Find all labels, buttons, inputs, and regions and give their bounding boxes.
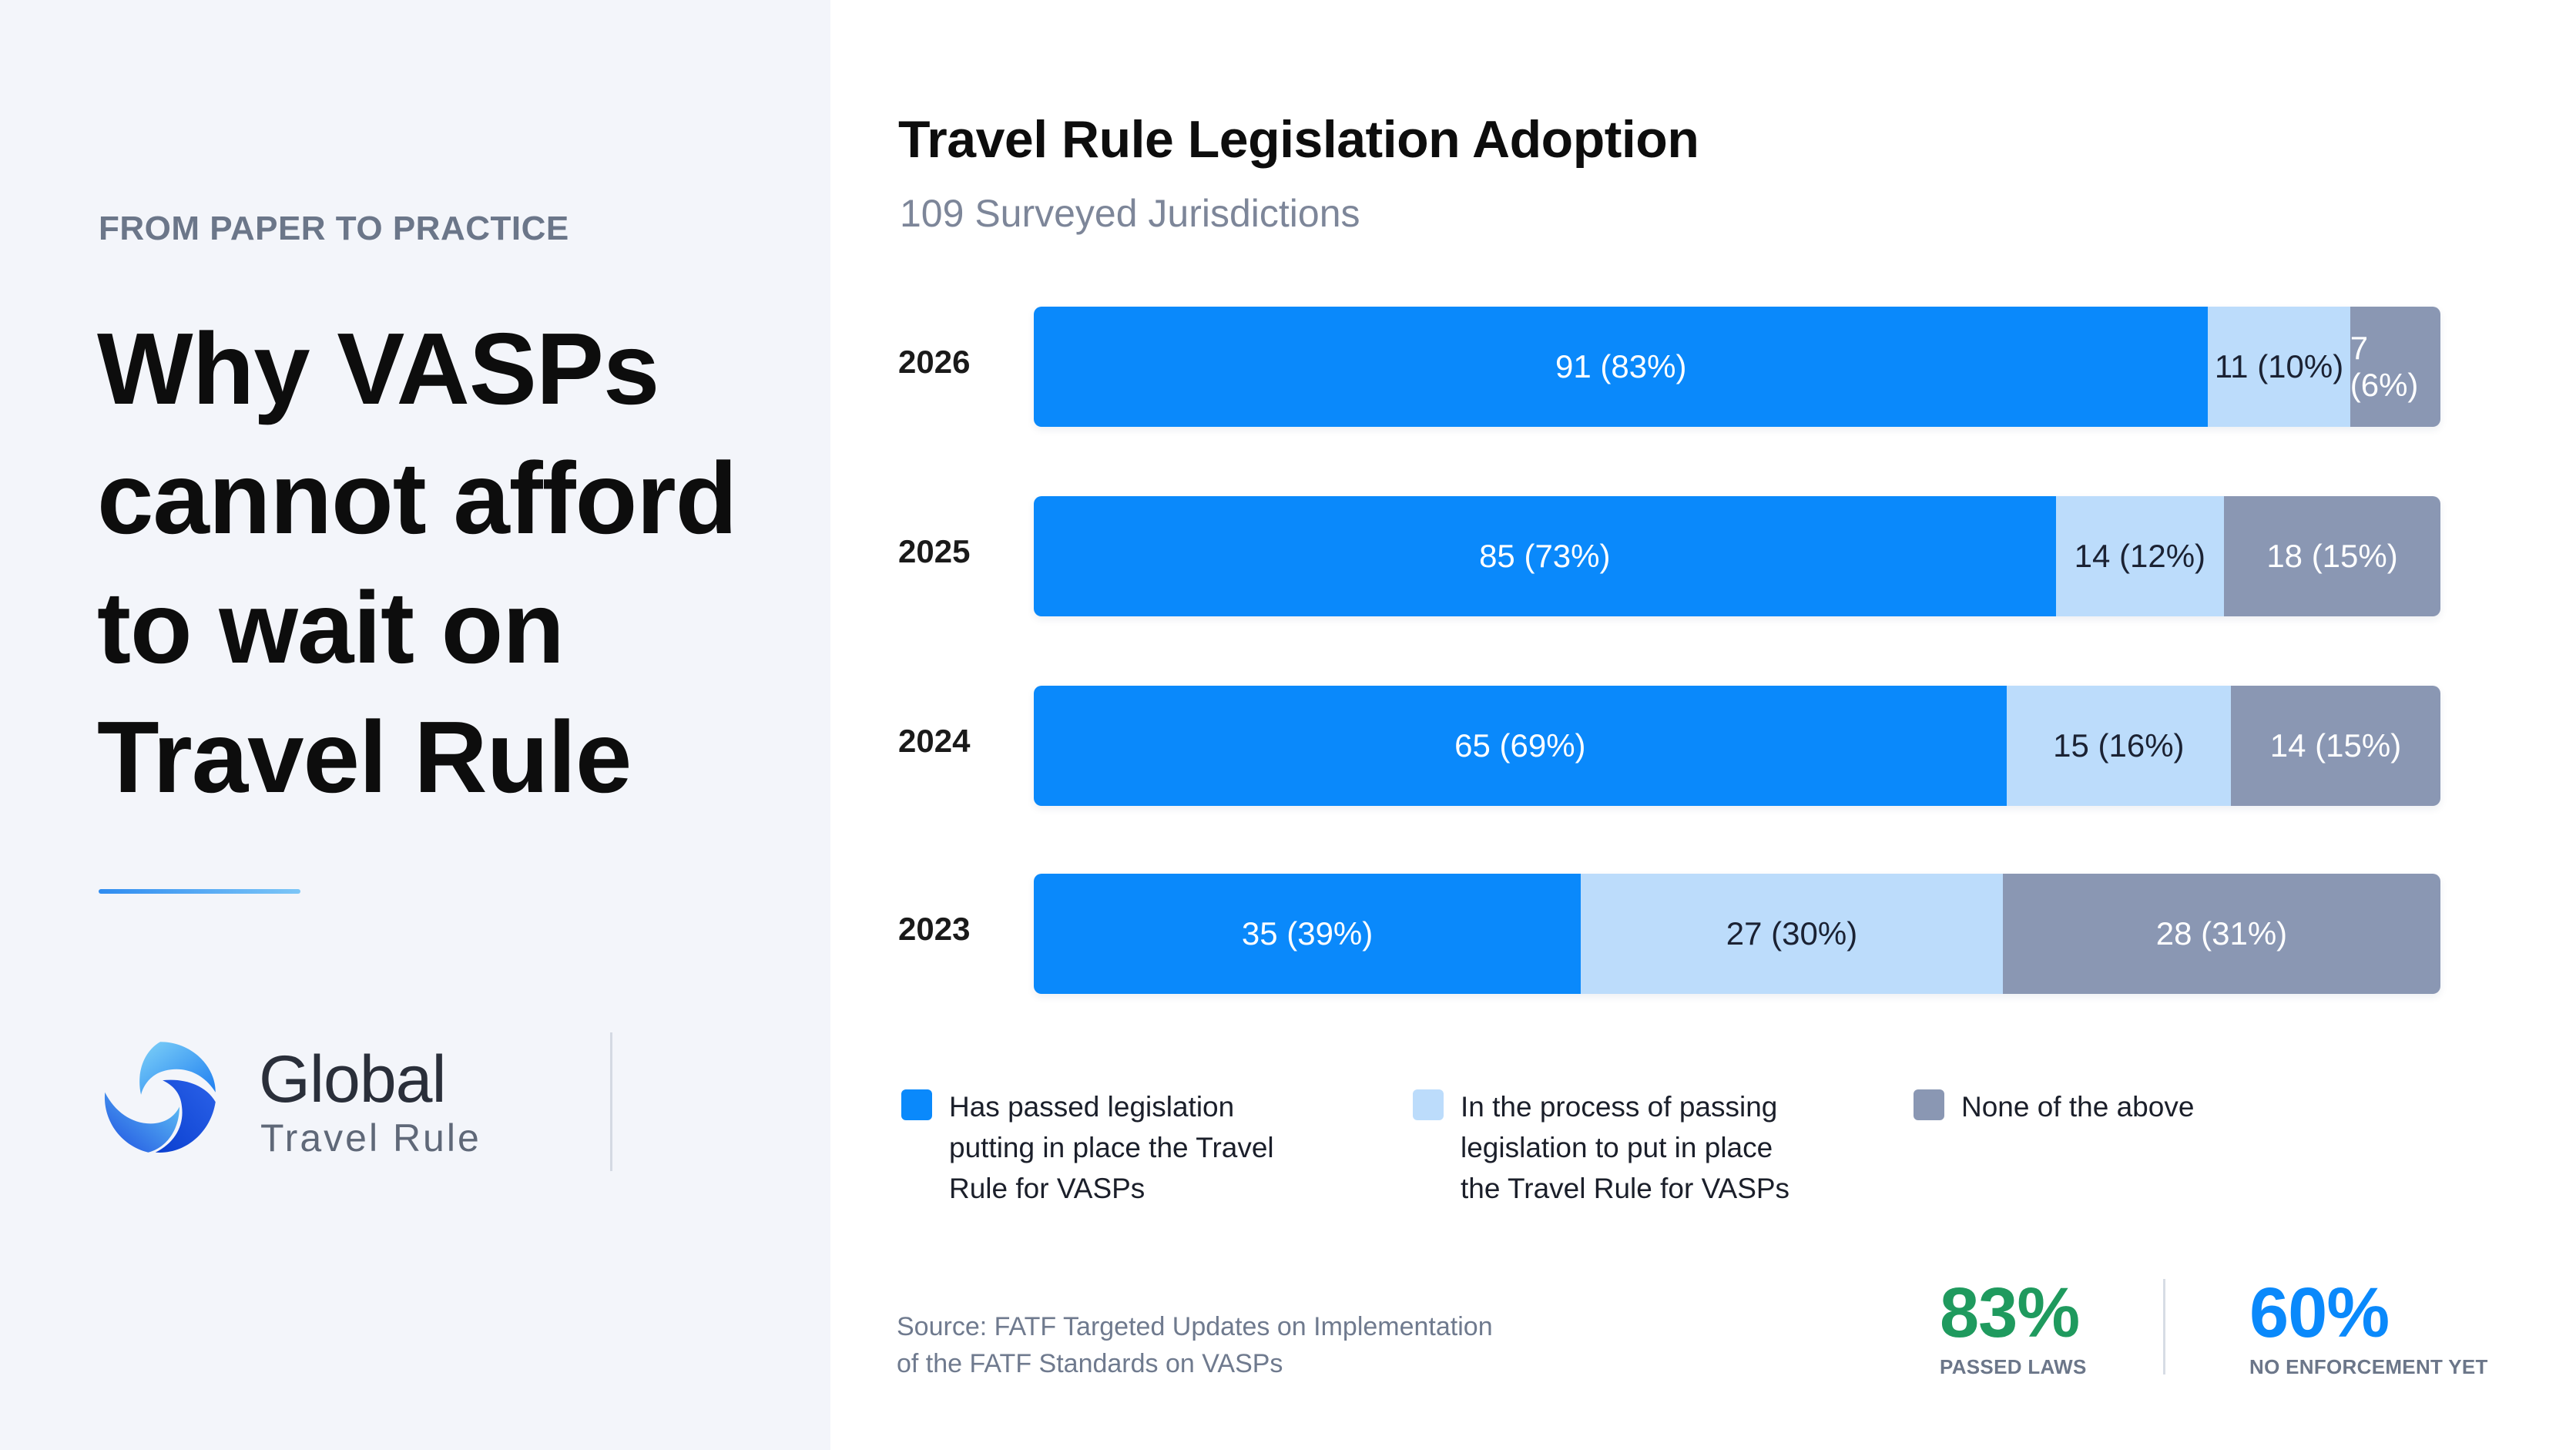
legend-swatch [901, 1089, 932, 1120]
stat-value: 60% [2249, 1274, 2390, 1352]
stat-label: PASSED LAWS [1940, 1355, 2087, 1378]
legend-label-line: None of the above [1961, 1091, 2195, 1123]
accent-divider [99, 889, 300, 894]
bar-segment-in-process: 27 (30%) [1581, 874, 2003, 994]
bar-segment-none: 14 (15%) [2231, 686, 2440, 806]
legend-entry-passed: Has passed legislation putting in place … [901, 1086, 1274, 1209]
stacked-bar-2026: 91 (83%) 11 (10%) 7 (6%) [1034, 307, 2440, 427]
chart-title: Travel Rule Legislation Adoption [898, 110, 1699, 169]
headline-line: Travel Rule [97, 700, 632, 814]
bar-segment-in-process: 15 (16%) [2006, 686, 2232, 806]
legend-entry-in-process: In the process of passing legislation to… [1413, 1086, 1789, 1209]
legend-label: None of the above [1961, 1086, 2194, 1127]
stacked-bar-2024: 65 (69%) 15 (16%) 14 (15%) [1034, 686, 2440, 806]
legend-label-line: legislation to put in place [1461, 1132, 1773, 1163]
headline-line: to wait on [97, 571, 565, 684]
year-label: 2024 [898, 723, 971, 759]
intro-panel: FROM PAPER TO PRACTICE Why VASPs cannot … [0, 0, 830, 1450]
eyebrow-text: FROM PAPER TO PRACTICE [99, 210, 569, 247]
headline-line: Why VASPs [97, 312, 659, 425]
logo-name: Global [259, 1042, 447, 1116]
bar-segment-in-process: 11 (10%) [2208, 307, 2350, 427]
legend-label-line: In the process of passing [1461, 1091, 1778, 1123]
stat-value: 83% [1940, 1274, 2080, 1352]
brand-logo: Global Travel Rule [100, 1037, 639, 1176]
stat-no-enforcement: 60% NO ENFORCEMENT YET [2249, 1273, 2488, 1379]
legend-label: In the process of passing legislation to… [1461, 1086, 1789, 1209]
bar-segment-passed: 35 (39%) [1034, 874, 1581, 994]
legend-label-line: the Travel Rule for VASPs [1461, 1173, 1790, 1204]
legend-swatch [1413, 1089, 1444, 1120]
bar-segment-passed: 65 (69%) [1034, 686, 2007, 806]
legend-label-line: Has passed legislation [949, 1091, 1235, 1123]
bar-segment-passed: 85 (73%) [1034, 496, 2056, 616]
legend-label-line: putting in place the Travel [949, 1132, 1274, 1163]
source-note: Source: FATF Targeted Updates on Impleme… [897, 1308, 1590, 1382]
headline: Why VASPs cannot afford to wait on Trave… [97, 304, 790, 822]
stat-passed-laws: 83% PASSED LAWS [1940, 1273, 2087, 1379]
year-label: 2023 [898, 911, 971, 947]
bar-segment-passed: 91 (83%) [1034, 307, 2209, 427]
year-label: 2026 [898, 344, 971, 380]
logo-divider [610, 1032, 612, 1171]
legend-label-line: Rule for VASPs [949, 1173, 1145, 1204]
bar-segment-in-process: 14 (12%) [2055, 496, 2225, 616]
source-line: of the FATF Standards on VASPs [897, 1349, 1283, 1378]
stacked-bar-2023: 35 (39%) 27 (30%) 28 (31%) [1034, 874, 2440, 994]
legend-entry-none: None of the above [1914, 1086, 2194, 1127]
stat-label: NO ENFORCEMENT YET [2249, 1355, 2488, 1378]
bar-segment-none: 28 (31%) [2002, 874, 2440, 994]
bar-segment-none: 18 (15%) [2224, 496, 2440, 616]
bar-segment-none: 7 (6%) [2350, 307, 2440, 427]
legend-label: Has passed legislation putting in place … [949, 1086, 1274, 1209]
legend-swatch [1914, 1089, 1944, 1120]
logo-subtitle: Travel Rule [260, 1116, 481, 1160]
year-label: 2025 [898, 533, 971, 569]
stacked-bar-2025: 85 (73%) 14 (12%) 18 (15%) [1034, 496, 2440, 616]
swirl-logo-icon [104, 1042, 216, 1153]
source-line: Source: FATF Targeted Updates on Impleme… [897, 1312, 1493, 1341]
stat-divider [2163, 1279, 2165, 1374]
chart-subtitle: 109 Surveyed Jurisdictions [900, 192, 1360, 235]
headline-line: cannot afford [97, 441, 737, 555]
